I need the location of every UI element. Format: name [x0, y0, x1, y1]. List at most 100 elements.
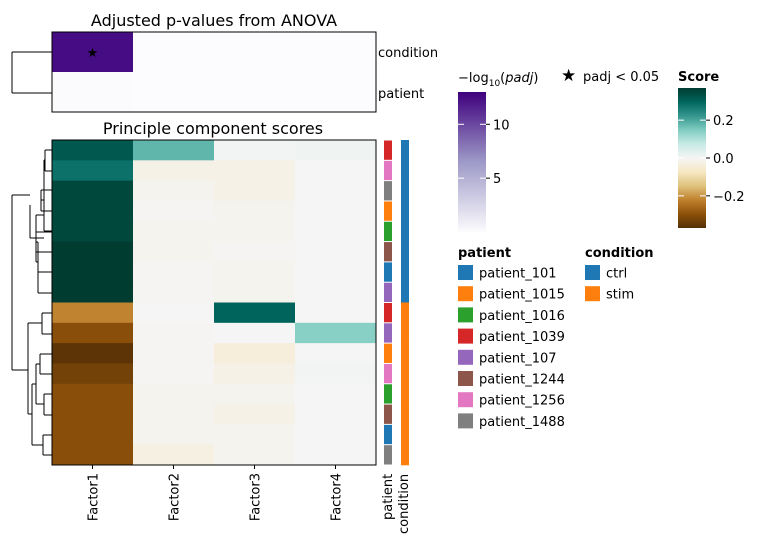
score-cell [295, 160, 377, 182]
score-cbar-tick-label: 0.2 [713, 114, 734, 129]
padj-cell [52, 32, 134, 73]
patient-legend-swatch [458, 307, 473, 323]
condition-legend-title: condition [585, 246, 654, 261]
condition-track-cell [401, 180, 409, 202]
score-cell [295, 200, 377, 222]
score-cell [295, 363, 377, 385]
score-cell [52, 261, 134, 283]
significance-star-icon: ★ [561, 66, 576, 86]
track-label-patient: patient [381, 474, 396, 520]
patient-legend-label: patient_1039 [479, 330, 565, 345]
score-cell [52, 424, 134, 446]
score-colorbar-ticks: 0.2 0.0 −0.2 [678, 114, 745, 205]
padj-colorbar-ticks: 5 10 [458, 118, 510, 187]
condition-annotation-track [401, 140, 409, 466]
scores-heatmap [52, 140, 377, 466]
patient-legend-swatch [458, 286, 473, 302]
score-cell [214, 302, 296, 324]
score-cell [133, 343, 215, 364]
patient-legend-swatch [458, 392, 473, 408]
condition-track-cell [401, 221, 409, 242]
score-cell [214, 282, 296, 303]
condition-track-cell [401, 241, 409, 263]
score-cell [133, 424, 215, 446]
padj-row-dendrogram [11, 51, 52, 94]
scores-row-dendrogram [11, 149, 52, 456]
score-cell [214, 322, 296, 344]
condition-track-cell [401, 424, 409, 445]
score-cell [133, 383, 215, 405]
patient-track-cell [384, 445, 392, 465]
condition-track-cell [401, 282, 409, 303]
score-cell [295, 444, 377, 466]
patient-legend-swatch [458, 349, 473, 365]
score-cell [295, 282, 377, 303]
padj-cell [133, 32, 215, 73]
score-cell [295, 404, 377, 425]
score-cell [133, 221, 215, 243]
score-cell [52, 160, 134, 182]
significance-label: padj < 0.05 [583, 70, 659, 85]
x-tick-label: Factor1 [87, 473, 102, 521]
condition-track-cell [401, 302, 409, 324]
score-cell [52, 322, 134, 344]
score-cell [295, 180, 377, 202]
score-cell [52, 363, 134, 385]
score-cbar-tick-label: 0.0 [713, 152, 734, 167]
padj-row-label-patient: patient [378, 87, 424, 102]
score-cell [52, 302, 134, 324]
patient-annotation-track [384, 140, 392, 465]
score-cell [295, 140, 377, 161]
padj-title: Adjusted p-values from ANOVA [91, 11, 337, 30]
score-cell [52, 180, 134, 202]
score-cell [295, 241, 377, 263]
condition-track-cell [401, 363, 409, 385]
padj-cbar-tick-label: 10 [493, 118, 510, 133]
score-cell [52, 241, 134, 263]
patient-legend-swatch [458, 413, 473, 429]
patient-track-cell [384, 343, 392, 363]
patient-legend: patient_101 patient_1015 patient_1016patie… [458, 265, 565, 430]
patient-legend-label: patient_107 [479, 351, 557, 366]
condition-track-cell [401, 383, 409, 405]
patient-track-cell [384, 242, 392, 262]
condition-track-cell [401, 261, 409, 283]
condition-track-cell [401, 444, 409, 466]
score-cell [133, 282, 215, 303]
score-cell [214, 383, 296, 405]
patient-track-cell [384, 201, 392, 221]
score-cell [133, 200, 215, 222]
score-cell [214, 160, 296, 182]
score-cell [133, 241, 215, 263]
score-cell [295, 261, 377, 283]
padj-cell [295, 32, 377, 73]
patient-track-cell [384, 323, 392, 343]
condition-track-cell [401, 160, 409, 181]
score-cell [133, 444, 215, 466]
score-cell [133, 302, 215, 324]
condition-track-cell [401, 404, 409, 425]
x-axis-ticks: Factor1 Factor2 Factor3 Factor4 [87, 465, 345, 521]
score-cell [214, 343, 296, 364]
score-cell [214, 200, 296, 222]
padj-colorbar [458, 92, 486, 232]
patient-track-cell [384, 262, 392, 282]
patient-track-cell [384, 424, 392, 445]
condition-legend-label: stim [606, 288, 634, 303]
padj-cell [214, 72, 296, 113]
patient-legend-title: patient [458, 246, 511, 261]
scores-frame [51, 139, 377, 466]
score-cell [214, 261, 296, 283]
patient-track-cell [384, 140, 392, 160]
patient-legend-swatch [458, 265, 473, 280]
patient-track-cell [384, 303, 392, 323]
score-cell [214, 180, 296, 202]
significance-star-marker: ★ [87, 46, 99, 61]
condition-legend-label: ctrl [606, 267, 627, 282]
padj-frame [51, 31, 377, 113]
score-cell [52, 282, 134, 303]
score-cell [295, 302, 377, 324]
condition-track-cell [401, 140, 409, 161]
score-cell [214, 363, 296, 385]
